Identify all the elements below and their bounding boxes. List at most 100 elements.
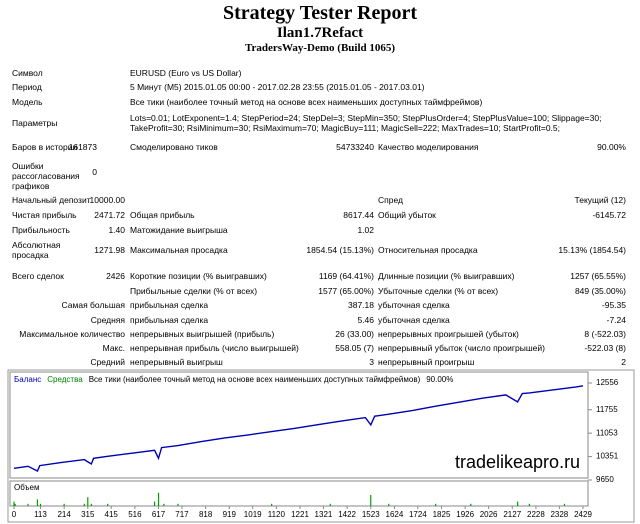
stat-value: 8 (-522.03) xyxy=(584,329,626,339)
stat-label: Убыточные сделки (% от всех) xyxy=(378,286,499,296)
field-label: Баров в истории xyxy=(12,142,78,152)
y-tick-label: 11053 xyxy=(596,428,618,437)
stat-label: Прибыльность xyxy=(12,225,70,235)
stat-value: 15.13% (1854.54) xyxy=(558,245,626,255)
stat-value: -95.35 xyxy=(601,300,626,310)
stat-label: Средний xyxy=(90,357,125,367)
volume-bar xyxy=(87,497,89,506)
stat-value: Текущий (12) xyxy=(574,195,626,205)
stat-label: Спред xyxy=(378,195,403,205)
field-label: Символ xyxy=(12,68,43,78)
volume-bar xyxy=(27,503,29,506)
x-tick-label: 1523 xyxy=(362,510,380,519)
stat-label: убыточная сделка xyxy=(378,300,450,310)
stat-label: непрерывный проигрыш xyxy=(378,357,475,367)
x-tick-label: 1120 xyxy=(268,510,286,519)
stat-label: Абсолютная просадка xyxy=(12,240,61,260)
stat-value: 1854.54 (15.13%) xyxy=(306,245,374,255)
volume-bar xyxy=(90,503,92,506)
x-tick-label: 0 xyxy=(12,510,17,519)
x-tick-label: 1624 xyxy=(386,510,404,519)
x-tick-label: 818 xyxy=(199,510,213,519)
stat-value: 1271.98 xyxy=(94,245,125,255)
x-tick-label: 717 xyxy=(175,510,189,519)
x-tick-label: 1019 xyxy=(244,510,262,519)
y-tick-label: 10351 xyxy=(596,452,619,461)
stat-value: 558.05 (7) xyxy=(335,343,374,353)
volume-bar xyxy=(13,501,15,506)
x-tick-label: 2228 xyxy=(527,510,545,519)
stat-label: непрерывный убыток (число проигрышей) xyxy=(378,343,545,353)
legend-entry: Баланс xyxy=(14,375,41,384)
y-tick-label: 11755 xyxy=(596,405,618,414)
field-label: Модель xyxy=(12,97,43,107)
volume-bar xyxy=(14,503,16,506)
legend-entry: Все тики (наиболее точный метод на основ… xyxy=(89,375,421,384)
x-tick-label: 1422 xyxy=(338,510,356,519)
volume-bar xyxy=(157,492,160,506)
stat-label: Начальный депозит xyxy=(12,195,91,205)
x-tick-label: 2026 xyxy=(480,510,498,519)
volume-bar xyxy=(39,503,42,506)
field-label: Смоделировано тиков xyxy=(130,142,218,152)
stat-value: 1257 (65.55%) xyxy=(570,271,626,281)
expert-name: Ilan1.7Refact xyxy=(276,25,364,41)
x-tick-label: 214 xyxy=(57,510,71,519)
volume-panel xyxy=(9,480,589,507)
volume-bar xyxy=(563,503,566,506)
stat-label: Всего сделок xyxy=(12,271,64,281)
stat-label: Матожидание выигрыша xyxy=(130,225,228,235)
stat-value: 5.46 xyxy=(357,315,374,325)
stat-value: 2 xyxy=(621,357,626,367)
volume-bar xyxy=(517,501,519,506)
volume-bar xyxy=(528,503,530,506)
x-tick-label: 2127 xyxy=(503,510,521,519)
volume-bar xyxy=(107,503,109,506)
volume-bar xyxy=(63,503,65,506)
field-value: 0 xyxy=(92,167,97,177)
x-tick-label: 315 xyxy=(81,510,95,519)
volume-bar xyxy=(163,503,165,506)
stat-label: непрерывных проигрышей (убыток) xyxy=(378,329,519,339)
stat-label: непрерывный выигрыш xyxy=(130,357,223,367)
volume-bar xyxy=(329,503,331,506)
stat-value: 10000.00 xyxy=(89,195,125,205)
volume-bar xyxy=(153,501,156,506)
field-value: 5 Минут (M5) 2015.01.05 00:00 - 2017.02.… xyxy=(130,82,425,92)
field-value: Все тики (наиболее точный метод на основ… xyxy=(130,97,483,107)
field-value: 161873 xyxy=(68,142,97,152)
volume-bar xyxy=(83,503,85,506)
stat-label: Относительная просадка xyxy=(378,245,478,255)
field-label: Период xyxy=(12,82,42,92)
stat-value: 2426 xyxy=(106,271,125,281)
parameters-line: TakeProfit=30; RsiMinimum=30; RsiMaximum… xyxy=(130,123,560,133)
volume-bar xyxy=(271,503,273,506)
x-tick-label: 113 xyxy=(34,510,47,519)
y-tick-label: 12556 xyxy=(596,378,619,387)
y-tick-label: 9650 xyxy=(596,475,614,484)
volume-bar xyxy=(435,503,437,506)
stat-label: Макс. xyxy=(102,343,125,353)
field-label: Параметры xyxy=(12,118,58,128)
stat-label: непрерывных выигрышей (прибыль) xyxy=(130,329,275,339)
stat-value: 1.02 xyxy=(357,225,374,235)
stat-label: прибыльная сделка xyxy=(130,315,209,325)
stat-value: -7.24 xyxy=(606,315,626,325)
stat-label: убыточная сделка xyxy=(378,315,450,325)
stat-value: 26 (33.00) xyxy=(335,329,374,339)
balance-line xyxy=(13,385,584,472)
stat-label: Максимальное количество xyxy=(19,329,125,339)
stat-value: -6145.72 xyxy=(592,210,626,220)
volume-bar xyxy=(470,503,472,506)
stat-value: 1577 (65.00%) xyxy=(318,286,374,296)
legend: Баланс Средства Все тики (наиболее точный … xyxy=(14,375,453,384)
report-title: Strategy Tester Report xyxy=(222,2,418,24)
watermark: tradelikeapro.ru xyxy=(455,452,580,472)
stat-label: непрерывная прибыль (число выигрышей) xyxy=(130,343,299,353)
x-tick-label: 2328 xyxy=(550,510,568,519)
stat-value: 3 xyxy=(369,357,374,367)
field-value: EURUSD (Euro vs US Dollar) xyxy=(130,68,242,78)
stat-value: 8617.44 xyxy=(343,210,374,220)
